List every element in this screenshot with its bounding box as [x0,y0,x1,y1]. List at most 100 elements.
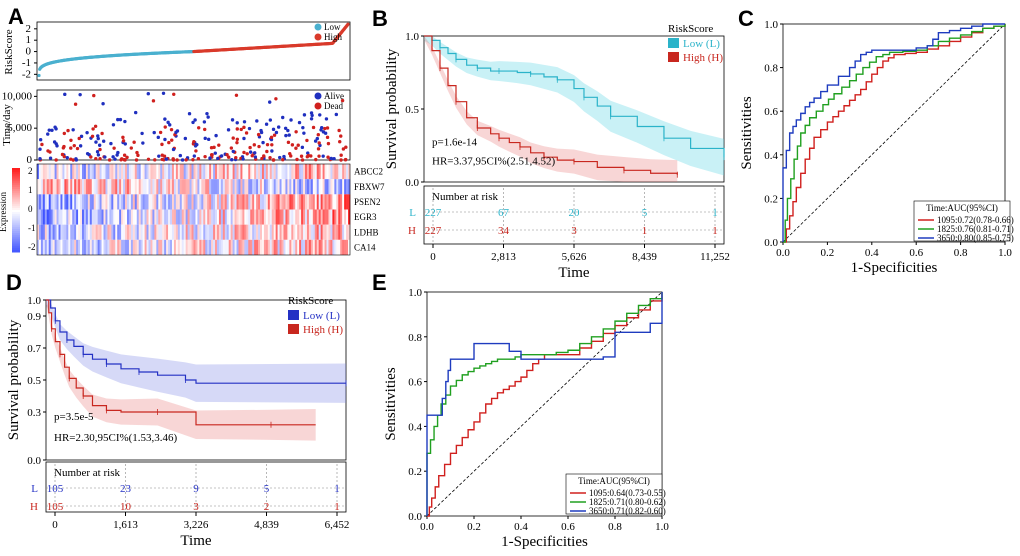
heatmap-cell [232,209,235,225]
heatmap-cell [216,164,220,180]
time-point [183,136,188,141]
heatmap-cell [269,164,273,180]
heatmap-cell [164,179,167,195]
heatmap-cell [42,194,46,210]
heatmap-cell [154,224,157,240]
time-point [156,135,160,140]
heatmap-cell [260,209,263,225]
heatmap-cell [213,209,216,225]
time-point [140,131,144,136]
time-point [46,132,50,136]
heatmap-cell [213,239,216,255]
heatmap-cell [72,224,75,240]
heatmap-cell [211,224,214,240]
heatmap-cell [244,239,247,255]
heatmap-cell [99,239,102,255]
km-b-legend-low: Low (L) [683,38,720,50]
heatmap-cell [326,239,329,255]
heatmap-cell [74,209,77,225]
heatmap-cell [38,209,42,225]
heatmap-cell [99,209,102,225]
time-frame [36,89,351,161]
time-point [283,126,288,130]
time-point [317,154,321,158]
roc-e-xtick-label: 0.2 [467,521,481,533]
heatmap-cell [40,224,44,240]
time-point [53,125,57,129]
heatmap-cell [95,224,98,240]
heatmap-cell [193,179,196,195]
heatmap-cell [218,164,222,180]
heatmap-cell [248,179,251,195]
heatmap-cell [37,194,40,210]
time-point [257,144,261,149]
heatmap-cell [240,179,243,195]
heatmap-cell [306,179,310,195]
heatmap-cell [287,179,290,195]
heatmap-cell [181,239,185,255]
panel-label-d: D [6,270,22,295]
heatmap-cell [211,194,214,210]
time-point [265,149,269,154]
time-point [209,153,214,157]
time-point [281,115,285,120]
heatmap-cell [173,179,177,195]
heatmap-cell [299,179,302,195]
heatmap-cell [134,224,138,240]
time-point [315,136,320,141]
heatmap-cell [228,164,231,180]
time-point [111,123,116,127]
km-d-risk-count: 105 [47,483,64,495]
heatmap-cell [306,209,310,225]
heatmap-cell [197,239,200,255]
heatmap-cell [187,164,190,180]
time-point [109,141,113,146]
heatmap-cell [269,179,273,195]
heatmap-cell [299,209,302,225]
heatmap-cell [320,209,323,225]
heatmap-cell [261,164,265,180]
heatmap-cell [207,179,210,195]
heatmap-cell [197,224,200,240]
km-b-xtick-label: 8,439 [632,251,657,263]
time-point [134,158,139,162]
heatmap-cell [171,239,175,255]
time-point [71,128,75,132]
heatmap-cell [162,224,165,240]
km-b-ci-band [424,36,678,182]
heatmap-cell [193,164,196,180]
heatmap-cell [240,164,243,180]
time-point [219,154,224,158]
roc-c-xtick-label: 0.2 [821,247,835,259]
time-point [122,157,126,162]
km-b-hr: HR=3.37,95CI%(2.51,4.52) [432,155,556,167]
heatmap-cell [85,164,89,180]
heatmap-cell [60,164,63,180]
heatmap-cell [254,164,257,180]
heatmap-cell [91,224,95,240]
heatmap-cell [46,179,50,195]
heatmap-cell [320,239,323,255]
legend-high-marker [314,33,322,41]
heatmap-cell [103,179,106,195]
heatmap-cell [195,239,198,255]
heatmap-cell [76,209,79,225]
heatmap-cell [170,224,173,240]
heatmap-cell [107,164,110,180]
heatmap-cell [158,164,161,180]
heatmap-cell [42,239,46,255]
heatmap-cell [101,194,104,210]
km-d-risk-count: 9 [193,483,199,495]
heatmap-cell [128,179,132,195]
gene-label: PSEN2 [354,197,381,207]
heatmap-cell [140,164,143,180]
heatmap-cell [83,209,87,225]
heatmap-cell [76,179,79,195]
heatmap-cell [332,224,335,240]
riskscore-tick-label: 2 [26,23,32,35]
heatmap-cell [146,224,149,240]
heatmap-cell [320,164,323,180]
heatmap-cell [336,164,339,180]
heatmap-cell [150,209,153,225]
heatmap-cell [244,179,247,195]
